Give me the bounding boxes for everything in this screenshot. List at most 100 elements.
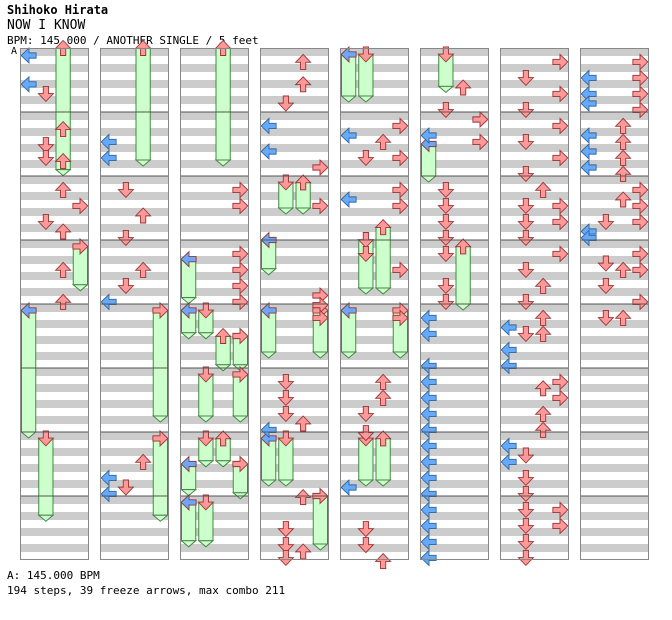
up-arrow (374, 373, 392, 390)
beat-stripe (20, 400, 89, 408)
beat-stripe (260, 176, 329, 184)
freeze-arrow (340, 53, 358, 103)
freeze-up-arrow (214, 327, 232, 344)
bpm-section-marker: A (11, 46, 18, 57)
down-arrow (517, 165, 535, 183)
freeze-left-arrow (340, 45, 357, 63)
beat-stripe (500, 400, 569, 408)
beat-stripe (180, 128, 249, 136)
freeze-left-arrow (180, 493, 197, 511)
up-arrow (294, 76, 312, 93)
beat-stripe (180, 208, 249, 216)
right-arrow (632, 261, 649, 279)
freeze-up-arrow (214, 430, 232, 447)
down-arrow (517, 485, 535, 503)
beat-stripe (500, 96, 569, 104)
down-arrow (517, 469, 535, 487)
up-arrow (534, 325, 552, 342)
freeze-arrow (374, 226, 392, 295)
beat-stripe (580, 384, 649, 392)
up-arrow (294, 543, 312, 560)
beat-stripe (580, 512, 649, 520)
beat-stripe (500, 368, 569, 376)
beat-stripe (500, 464, 569, 472)
freeze-arrow (197, 309, 215, 340)
beat-stripe (420, 480, 489, 488)
beat-stripe (20, 544, 89, 552)
beat-stripe (500, 480, 569, 488)
beat-stripe (420, 432, 489, 440)
freeze-right-arrow (232, 365, 249, 383)
up-arrow (54, 293, 72, 310)
right-arrow (552, 197, 569, 215)
beat-stripe (20, 128, 89, 136)
beat-stripe (20, 528, 89, 536)
beat-stripe (420, 208, 489, 216)
beat-stripe (340, 384, 409, 392)
beat-stripe (340, 192, 409, 200)
column-border (340, 48, 409, 560)
beat-stripe (180, 176, 249, 184)
left-arrow (420, 309, 437, 327)
down-arrow (597, 255, 615, 272)
left-arrow (100, 469, 117, 487)
right-arrow (392, 197, 409, 215)
beat-stripe (20, 208, 89, 216)
beat-stripe (340, 304, 409, 312)
beat-stripe (180, 320, 249, 328)
beat-stripe (420, 48, 489, 56)
left-arrow (420, 453, 437, 471)
beat-stripe (260, 432, 329, 440)
beat-stripe (340, 320, 409, 328)
freeze-right-arrow (232, 455, 249, 473)
left-arrow (260, 142, 277, 161)
freeze-arrow (454, 245, 472, 311)
beat-stripe (580, 464, 649, 472)
up-arrow (534, 309, 552, 326)
up-arrow (614, 165, 632, 182)
song-title: NOW I KNOW (7, 18, 86, 33)
beat-stripe (420, 256, 489, 264)
beat-stripe (20, 320, 89, 328)
down-arrow (437, 245, 455, 263)
beat-stripe (260, 80, 329, 88)
down-arrow (117, 277, 135, 295)
beat-stripe (580, 368, 649, 376)
artist-name: Shihoko Hirata (7, 3, 109, 17)
left-arrow (420, 517, 437, 535)
down-arrow (357, 521, 375, 538)
beat-stripe (260, 224, 329, 232)
beat-stripe (100, 80, 169, 88)
freeze-right-arrow (152, 429, 169, 447)
beat-stripe (340, 272, 409, 280)
beat-stripe (500, 64, 569, 72)
beat-stripe (20, 496, 89, 504)
up-arrow (534, 405, 552, 422)
freeze-up-arrow (454, 238, 472, 255)
beat-stripe (580, 240, 649, 248)
beat-stripe (20, 96, 89, 104)
right-arrow (392, 309, 409, 327)
down-arrow (437, 101, 455, 119)
up-arrow (134, 207, 152, 224)
freeze-arrow (151, 437, 169, 522)
beat-stripe (100, 400, 169, 408)
up-arrow (134, 261, 152, 278)
column-border (260, 48, 329, 560)
beat-stripe (180, 416, 249, 424)
down-arrow (517, 213, 535, 231)
beat-stripe (580, 80, 649, 88)
beat-stripe (580, 304, 649, 312)
beat-stripe (20, 448, 89, 456)
beat-stripe (500, 496, 569, 504)
beat-stripe (180, 272, 249, 280)
beat-stripe (420, 144, 489, 152)
beat-stripe (180, 240, 249, 248)
down-arrow (517, 101, 535, 119)
left-arrow (580, 69, 597, 87)
freeze-left-arrow (340, 301, 357, 319)
down-arrow (277, 389, 295, 407)
beat-stripe (340, 480, 409, 488)
left-arrow (420, 357, 437, 375)
beat-stripe (340, 448, 409, 456)
